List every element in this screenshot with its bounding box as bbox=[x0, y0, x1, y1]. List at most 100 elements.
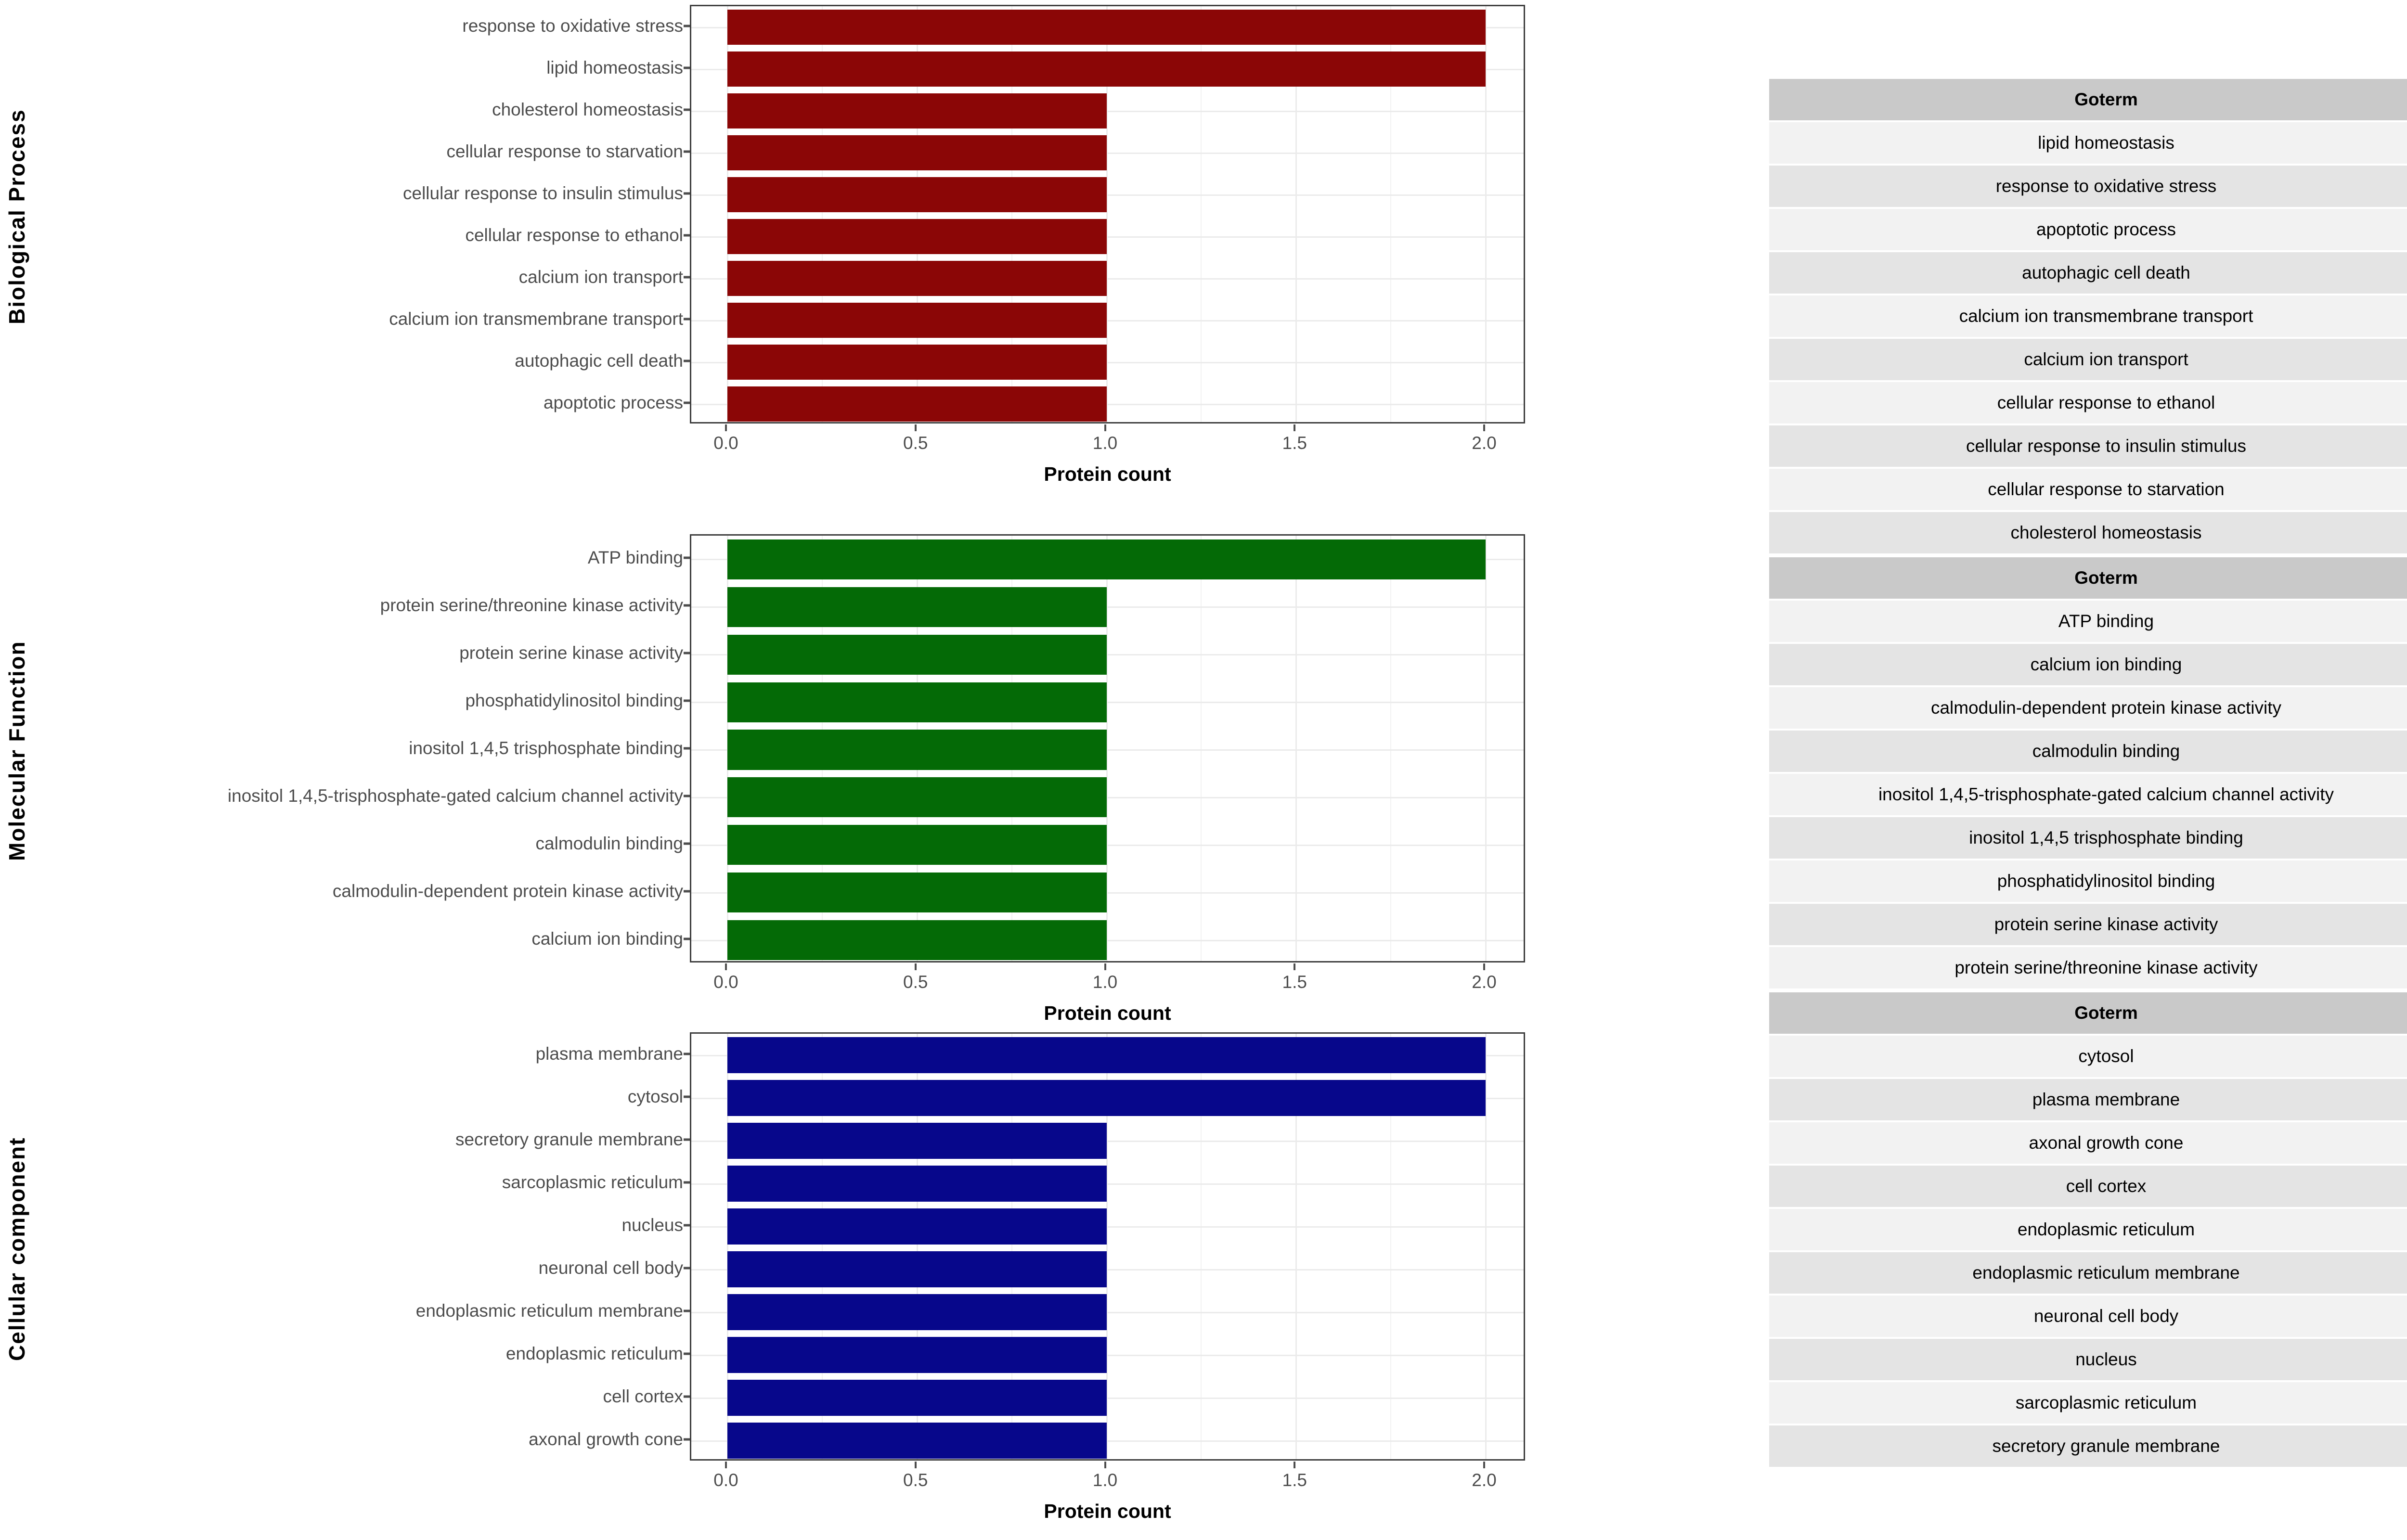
table-row: cell cortex133% bbox=[1769, 1166, 2407, 1207]
x-axis-tick-label: 1.0 bbox=[1092, 972, 1118, 992]
cell-goterm: calmodulin binding bbox=[1769, 731, 2407, 772]
table-header-row: GotermCount% bbox=[1769, 557, 2407, 599]
x-axis-tick bbox=[1483, 424, 1485, 431]
bar bbox=[727, 1294, 1107, 1330]
plot-area-biological-process: response to oxidative stress lipid homeos… bbox=[33, 5, 1525, 485]
cell-goterm: cellular response to starvation bbox=[1769, 469, 2407, 510]
gridline-horizontal bbox=[691, 796, 1524, 798]
cell-goterm: endoplasmic reticulum membrane bbox=[1769, 1252, 2407, 1294]
cell-goterm: ATP binding bbox=[1769, 601, 2407, 642]
bar bbox=[727, 825, 1107, 865]
table-row: axonal growth cone133% bbox=[1769, 1122, 2407, 1164]
bar bbox=[727, 9, 1486, 45]
chart-panel-cellular-component bbox=[690, 1032, 1525, 1461]
y-axis-label: ATP binding bbox=[587, 548, 683, 568]
bar bbox=[727, 1166, 1107, 1202]
gridline-minor bbox=[1011, 6, 1012, 422]
table-row: protein serine kinase activity133% bbox=[1769, 904, 2407, 945]
goterm-tables: GotermCount%lipid homeostasis267%respons… bbox=[1769, 77, 2407, 1469]
table-row: sarcoplasmic reticulum133% bbox=[1769, 1382, 2407, 1424]
y-axis-tick bbox=[684, 1052, 690, 1055]
table-row: calcium ion binding133% bbox=[1769, 644, 2407, 685]
y-axis-label: inositol 1,4,5 trisphosphate binding bbox=[409, 738, 683, 758]
cell-goterm: calcium ion binding bbox=[1769, 644, 2407, 685]
gridline-minor bbox=[1390, 6, 1392, 422]
cell-goterm: sarcoplasmic reticulum bbox=[1769, 1382, 2407, 1424]
gridline-minor bbox=[1390, 1034, 1392, 1459]
cell-goterm: calcium ion transmembrane transport bbox=[1769, 295, 2407, 337]
x-axis-tick-label: 2.0 bbox=[1472, 433, 1497, 453]
bar bbox=[727, 260, 1107, 296]
table-row: cholesterol homeostasis133% bbox=[1769, 512, 2407, 553]
table-row: endoplasmic reticulum membrane133% bbox=[1769, 1252, 2407, 1294]
gridline-major bbox=[1485, 1034, 1487, 1459]
y-axis-tick bbox=[684, 359, 690, 362]
y-axis-label: protein serine kinase activity bbox=[459, 643, 683, 663]
y-axis-label: inositol 1,4,5-trisphosphate-gated calci… bbox=[227, 785, 683, 806]
bar bbox=[727, 539, 1486, 579]
goterm-table-biological-process: GotermCount%lipid homeostasis267%respons… bbox=[1769, 77, 2407, 555]
x-axis-tick-label: 0.5 bbox=[903, 433, 928, 453]
gridline-horizontal bbox=[691, 892, 1524, 894]
gridline-major bbox=[1485, 536, 1487, 961]
goterm-table-molecular-function: GotermCount%ATP binding267%calcium ion b… bbox=[1769, 555, 2407, 990]
table-row: cellular response to starvation133% bbox=[1769, 469, 2407, 510]
y-axis-label: axonal growth cone bbox=[529, 1429, 683, 1449]
x-axis-tick-label: 0.0 bbox=[713, 433, 738, 453]
gridline-major bbox=[1106, 1034, 1108, 1459]
y-axis-label: calcium ion transmembrane transport bbox=[389, 308, 683, 329]
y-axis-label: cellular response to starvation bbox=[446, 141, 683, 161]
gridline-horizontal bbox=[691, 152, 1524, 154]
y-axis-label: endoplasmic reticulum bbox=[505, 1343, 683, 1363]
gridline-major bbox=[916, 1034, 918, 1459]
gridline-horizontal bbox=[691, 1311, 1524, 1313]
plot-block-cellular-component: Cellular component plasma membrane cytoso… bbox=[0, 1032, 1525, 1522]
bar bbox=[727, 177, 1107, 213]
y-axis-tick bbox=[684, 1095, 690, 1098]
y-axis-tick bbox=[684, 699, 690, 702]
chart-panel-biological-process bbox=[690, 5, 1525, 424]
y-axis-label: protein serine/threonine kinase activity bbox=[380, 595, 683, 616]
y-axis-tick bbox=[684, 192, 690, 194]
gridline-horizontal bbox=[691, 1354, 1524, 1356]
x-axis-tick-label: 1.5 bbox=[1282, 433, 1307, 453]
y-axis-tick bbox=[684, 937, 690, 940]
x-axis-tick bbox=[725, 1462, 727, 1468]
x-axis-ticks: 0.0 0.5 1.0 1.5 2.0 bbox=[33, 1462, 1523, 1490]
x-axis-tick-label: 2.0 bbox=[1472, 1470, 1497, 1490]
y-axis-tick bbox=[684, 276, 690, 278]
bar bbox=[727, 1208, 1107, 1245]
y-axis-category-labels: ATP binding protein serine/threonine kina… bbox=[33, 534, 690, 962]
table-row: secretory granule membrane133% bbox=[1769, 1425, 2407, 1467]
cell-goterm: phosphatidylinositol binding bbox=[1769, 860, 2407, 902]
table-row: endoplasmic reticulum133% bbox=[1769, 1209, 2407, 1250]
x-axis-tick bbox=[725, 424, 727, 431]
bar bbox=[727, 1423, 1107, 1459]
cell-goterm: nucleus bbox=[1769, 1339, 2407, 1380]
y-axis-label: secretory granule membrane bbox=[455, 1129, 683, 1149]
cell-goterm: neuronal cell body bbox=[1769, 1296, 2407, 1337]
y-axis-tick bbox=[684, 604, 690, 607]
x-axis-tick-label: 1.5 bbox=[1282, 1470, 1307, 1490]
gridline-horizontal bbox=[691, 1269, 1524, 1270]
table-row: ATP binding267% bbox=[1769, 601, 2407, 642]
bar bbox=[727, 730, 1107, 770]
bar bbox=[727, 302, 1107, 338]
cell-goterm: calmodulin-dependent protein kinase acti… bbox=[1769, 687, 2407, 729]
cell-goterm: protein serine/threonine kinase activity bbox=[1769, 947, 2407, 988]
cell-goterm: lipid homeostasis bbox=[1769, 122, 2407, 164]
y-axis-label: calcium ion binding bbox=[531, 928, 683, 949]
column-header-goterm: Goterm bbox=[1769, 557, 2407, 599]
bar bbox=[727, 1251, 1107, 1287]
bar bbox=[727, 634, 1107, 675]
cell-goterm: cellular response to ethanol bbox=[1769, 382, 2407, 424]
x-axis-tick-label: 0.0 bbox=[713, 1470, 738, 1490]
bar bbox=[727, 682, 1107, 722]
gridline-horizontal bbox=[691, 606, 1524, 608]
y-axis-tick bbox=[684, 66, 690, 69]
table-row: phosphatidylinositol binding133% bbox=[1769, 860, 2407, 902]
gridline-horizontal bbox=[691, 278, 1524, 280]
x-axis-tick bbox=[1104, 963, 1106, 970]
y-axis-tick bbox=[684, 890, 690, 893]
